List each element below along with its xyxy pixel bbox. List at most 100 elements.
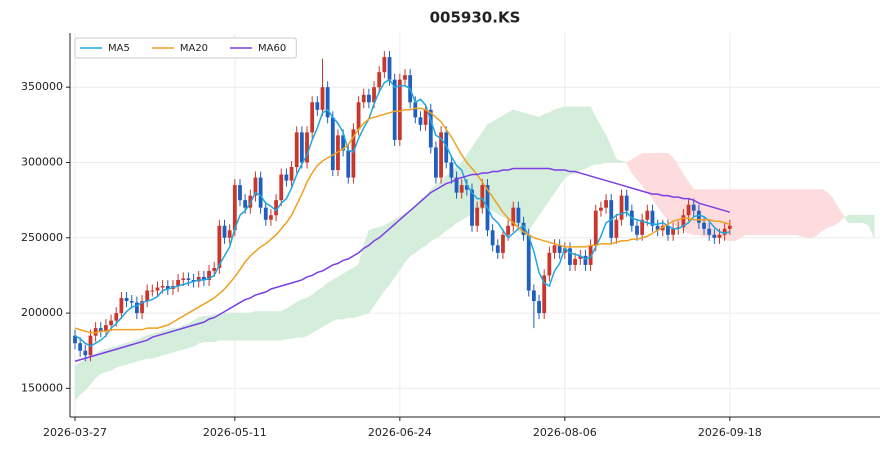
cloud-segment (322, 282, 328, 328)
cloud-segment (863, 214, 870, 227)
candle-body (119, 298, 124, 314)
cloud-segment (791, 189, 798, 236)
candle-body (330, 117, 335, 171)
cloud-segment (327, 279, 334, 325)
ma-line (74, 78, 731, 348)
candle-body (392, 79, 397, 140)
candle-body (578, 255, 583, 259)
candle-body (521, 222, 526, 235)
legend-label: MA5 (108, 43, 130, 54)
candle-body (377, 72, 382, 88)
cloud-segment (353, 264, 359, 319)
cloud-segment (549, 109, 555, 202)
cloud-segment (729, 189, 736, 242)
cloud-segment (507, 109, 514, 224)
candle-body (186, 278, 191, 280)
cloud-segment (311, 289, 318, 334)
candle-body (238, 185, 242, 201)
cloud-segment (765, 189, 772, 236)
x-tick-label: 2026-06-24 (368, 426, 432, 439)
candle-body (78, 343, 83, 351)
candle-body (212, 267, 217, 271)
candle-body (671, 228, 675, 235)
candle-body (490, 230, 495, 246)
candle-body (573, 258, 578, 265)
candle-body (516, 207, 521, 223)
candle-body (537, 301, 541, 314)
candle-body (150, 290, 155, 292)
cloud-segment (538, 113, 545, 217)
cloud-segment (533, 115, 540, 224)
candle-body (129, 301, 134, 303)
candle-body (305, 132, 309, 163)
candle-body (480, 185, 485, 208)
candle-body (557, 245, 562, 253)
cloud-segment (543, 112, 550, 209)
candle-body (140, 301, 144, 314)
candle-body (650, 210, 655, 226)
x-tick-label: 2026-09-18 (698, 426, 762, 439)
cloud-segment (636, 152, 643, 186)
y-tick-label: 250000 (21, 231, 63, 244)
cloud-segment (275, 311, 282, 341)
cloud-segment (817, 189, 823, 236)
x-tick-label: 2026-08-06 (533, 426, 597, 439)
cloud-segment (219, 312, 225, 341)
cloud-segment (213, 314, 220, 343)
chart-title: 005930.KS (430, 9, 521, 27)
cloud-segment (286, 305, 292, 339)
cloud-segment (832, 197, 839, 227)
cloud-segment (579, 106, 586, 171)
cloud-segment (193, 317, 200, 347)
candle-body (207, 270, 211, 280)
candle-body (599, 207, 603, 211)
cloud-segment (564, 106, 571, 179)
cloud-segment (404, 210, 411, 263)
cloud-segment (616, 159, 622, 163)
candle-body (289, 167, 294, 181)
candle-body (202, 276, 206, 280)
candle-body (269, 215, 273, 220)
candle-body (681, 215, 686, 228)
candle-body (712, 234, 717, 238)
cloud-segment (250, 311, 256, 341)
candle-body (645, 210, 650, 220)
candle-body (145, 290, 150, 302)
cloud-segment (229, 312, 236, 341)
candle-body (655, 225, 660, 231)
cloud-segment (502, 112, 509, 221)
cloud-segment (781, 189, 787, 236)
candle-body (222, 225, 227, 238)
candle-body (104, 325, 108, 332)
cloud-segment (399, 213, 406, 271)
candle-body (351, 129, 356, 178)
cloud-segment (317, 286, 323, 331)
ma-line (74, 167, 731, 363)
x-tick-label: 2026-05-11 (203, 426, 267, 439)
ma-line (74, 107, 731, 334)
cloud-segment (90, 353, 96, 385)
cloud-segment (389, 219, 395, 286)
candle-body (418, 117, 423, 125)
cloud-segment (74, 362, 81, 402)
cloud-segment (358, 245, 365, 317)
cloud-segment (734, 189, 741, 242)
cloud-segment (244, 312, 251, 341)
candle-body (341, 135, 346, 151)
candle-body (263, 207, 268, 220)
cloud-segment (342, 270, 349, 320)
cloud-segment (600, 125, 607, 165)
candle-body (382, 57, 387, 73)
cloud-segment (296, 299, 303, 338)
candle-body (413, 102, 418, 118)
legend: MA5 MA20 MA60 (74, 37, 297, 59)
cloud-segment (770, 189, 777, 236)
candle-body (372, 87, 376, 103)
candle-body (346, 150, 351, 178)
cloud-segment (265, 311, 272, 341)
cloud-segment (822, 189, 829, 231)
candle-body (727, 225, 732, 229)
cloud-segment (842, 214, 849, 224)
candle-body (366, 94, 371, 103)
candle-body (686, 204, 691, 216)
